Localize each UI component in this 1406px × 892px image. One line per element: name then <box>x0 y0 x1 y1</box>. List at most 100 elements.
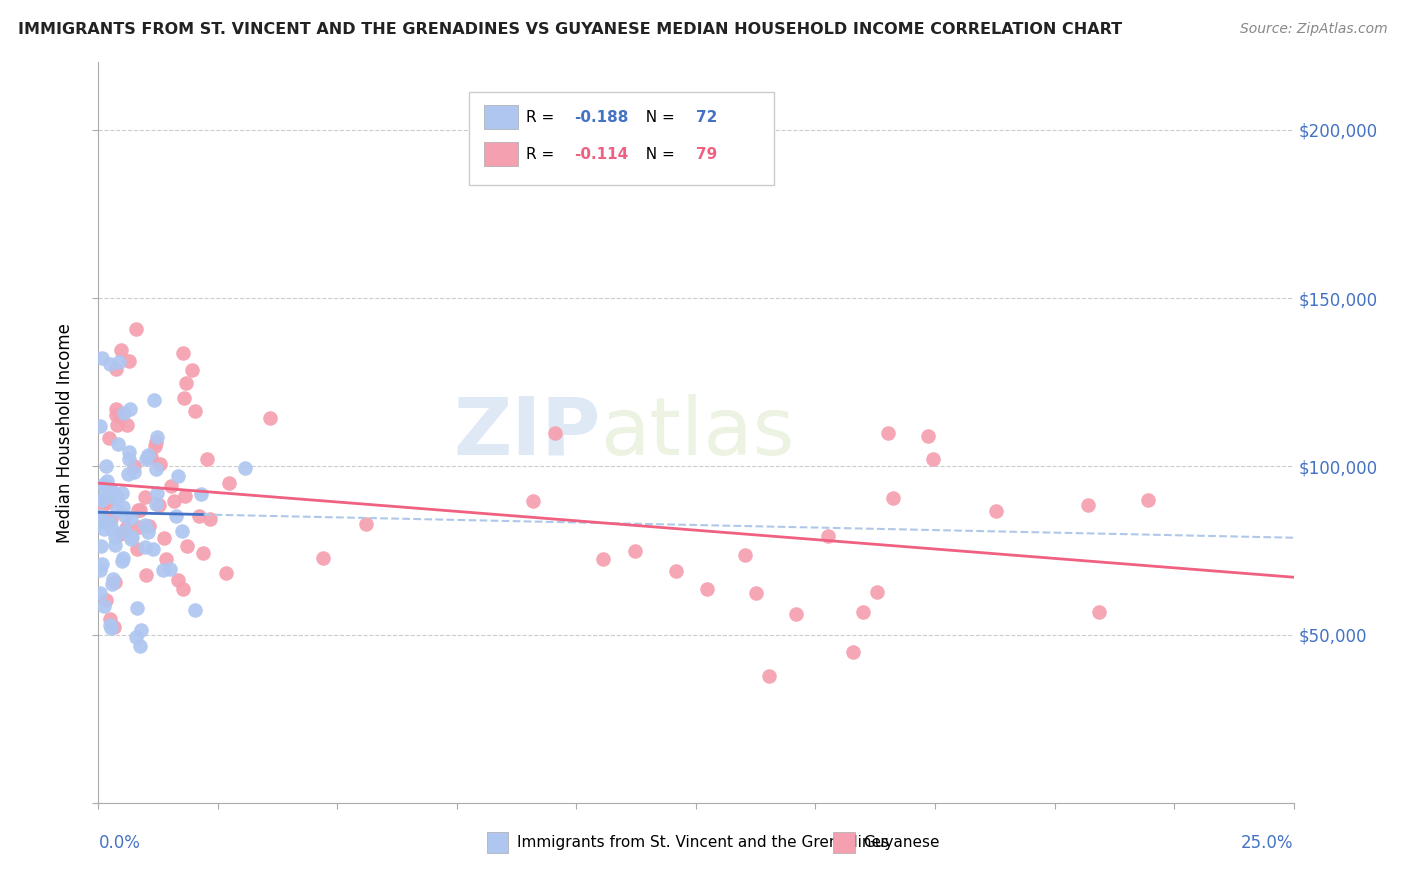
Point <box>143 393 166 408</box>
Point <box>97 431 120 445</box>
Point <box>93 477 115 491</box>
Point <box>98 611 121 625</box>
Point <box>149 457 172 471</box>
Point <box>173 391 195 405</box>
Point <box>152 531 174 545</box>
Point <box>104 408 127 422</box>
Point <box>118 451 141 466</box>
Point <box>145 462 167 476</box>
Point <box>235 461 257 475</box>
Text: N =: N = <box>637 110 681 125</box>
Point <box>94 458 117 473</box>
Point <box>127 600 149 615</box>
Point <box>146 485 169 500</box>
Point <box>100 618 122 632</box>
Point <box>190 487 212 501</box>
FancyBboxPatch shape <box>834 832 855 853</box>
Point <box>103 491 125 505</box>
Text: atlas: atlas <box>600 393 794 472</box>
Point <box>104 538 127 552</box>
Point <box>139 450 162 464</box>
Point <box>104 575 127 590</box>
FancyBboxPatch shape <box>470 92 773 185</box>
Point <box>138 450 160 464</box>
Point <box>120 511 142 525</box>
Point <box>114 521 136 535</box>
Point <box>882 491 904 506</box>
Text: R =: R = <box>526 147 560 161</box>
Point <box>107 437 129 451</box>
Point <box>117 353 139 368</box>
FancyBboxPatch shape <box>485 142 517 166</box>
Text: 79: 79 <box>696 147 717 161</box>
Point <box>195 452 218 467</box>
Point <box>1136 493 1159 508</box>
Point <box>91 493 114 508</box>
Point <box>176 539 198 553</box>
Point <box>193 546 215 560</box>
Point <box>101 485 124 500</box>
Point <box>592 552 614 566</box>
Point <box>134 490 156 504</box>
Point <box>200 512 222 526</box>
Point <box>98 357 121 371</box>
Point <box>89 508 111 523</box>
Point <box>98 516 121 530</box>
Point <box>877 425 900 440</box>
Point <box>91 557 114 571</box>
Point <box>120 532 142 546</box>
Point <box>112 406 135 420</box>
Point <box>1088 605 1111 619</box>
Point <box>146 430 169 444</box>
Point <box>921 452 943 467</box>
Point <box>107 490 129 504</box>
Point <box>93 599 115 613</box>
Point <box>103 620 125 634</box>
Point <box>136 525 159 540</box>
Point <box>112 500 135 515</box>
Point <box>100 483 122 498</box>
Point <box>104 402 127 417</box>
Point <box>129 502 152 516</box>
Text: IMMIGRANTS FROM ST. VINCENT AND THE GRENADINES VS GUYANESE MEDIAN HOUSEHOLD INCO: IMMIGRANTS FROM ST. VINCENT AND THE GREN… <box>18 22 1122 37</box>
Point <box>745 586 768 600</box>
Point <box>354 517 377 532</box>
Text: 25.0%: 25.0% <box>1241 834 1294 852</box>
Point <box>89 418 111 433</box>
Point <box>110 343 132 357</box>
Text: Source: ZipAtlas.com: Source: ZipAtlas.com <box>1240 22 1388 37</box>
Point <box>89 514 111 528</box>
Point <box>135 451 157 466</box>
Point <box>152 563 174 577</box>
Point <box>180 363 202 377</box>
Point <box>522 493 544 508</box>
Point <box>544 425 567 440</box>
Point <box>842 645 865 659</box>
Point <box>100 621 122 635</box>
Point <box>127 502 149 516</box>
Point <box>105 361 128 376</box>
Point <box>129 639 152 653</box>
Point <box>138 518 160 533</box>
Point <box>91 498 114 512</box>
Point <box>118 445 141 459</box>
Point <box>105 502 128 516</box>
Point <box>163 494 186 508</box>
Point <box>110 526 132 541</box>
Text: Immigrants from St. Vincent and the Grenadines: Immigrants from St. Vincent and the Gren… <box>517 835 889 850</box>
Point <box>122 458 145 473</box>
Point <box>121 530 143 544</box>
Point <box>89 563 111 577</box>
Point <box>215 566 238 580</box>
Point <box>100 512 122 526</box>
Text: 0.0%: 0.0% <box>98 834 141 852</box>
Point <box>172 582 194 596</box>
Point <box>145 497 167 511</box>
Point <box>142 542 165 557</box>
Point <box>172 346 194 360</box>
Point <box>97 494 120 508</box>
Point <box>148 498 170 512</box>
Point <box>984 504 1007 518</box>
Point <box>96 474 118 488</box>
Point <box>105 417 128 432</box>
